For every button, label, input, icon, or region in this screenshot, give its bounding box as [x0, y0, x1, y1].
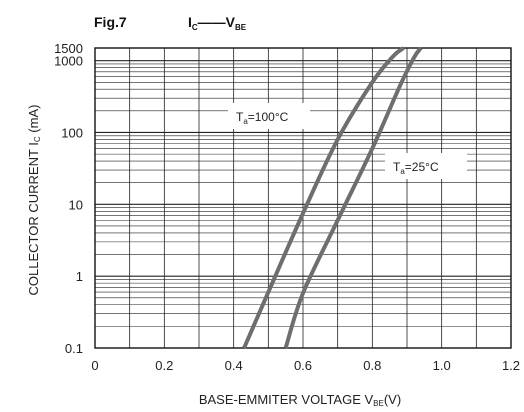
y-tick-label: 1000 [54, 54, 83, 69]
x-tick-label: 0.4 [225, 358, 243, 373]
x-tick-labels: 0 0.2 0.4 0.6 0.8 1.0 1.2 [91, 358, 520, 373]
annotation-bg-ta100 [228, 103, 310, 129]
y-tick-label: 1500 [54, 41, 83, 56]
annotation-bg-ta25 [385, 153, 467, 179]
y-tick-label: 1 [76, 269, 83, 284]
series-line-ta25 [283, 46, 423, 349]
annotation-ta25: Ta=25°C [393, 160, 439, 176]
plot-frame [94, 47, 512, 349]
chart-title: IC——VBE [188, 14, 247, 32]
x-axis-title: BASE-EMMITER VOLTAGE VBE(V) [199, 392, 401, 408]
figure-label: Fig.7 [94, 14, 127, 30]
y-axis-title: COLLECTOR CURRENT IC (mA) [26, 105, 42, 296]
x-tick-label: 0.2 [155, 358, 173, 373]
x-tick-label: 0.8 [363, 358, 381, 373]
x-tick-label: 0.6 [294, 358, 312, 373]
annotation-ta100: Ta=100°C [236, 110, 289, 126]
x-tick-label: 1.2 [502, 358, 520, 373]
x-tick-label: 0 [91, 358, 98, 373]
grid [95, 48, 511, 348]
y-tick-label: 0.1 [65, 341, 83, 356]
series-line-ta100 [242, 46, 405, 349]
series-layer [242, 46, 423, 349]
x-tick-label: 1.0 [433, 358, 451, 373]
y-tick-label: 100 [61, 125, 83, 140]
y-tick-label: 10 [69, 197, 83, 212]
